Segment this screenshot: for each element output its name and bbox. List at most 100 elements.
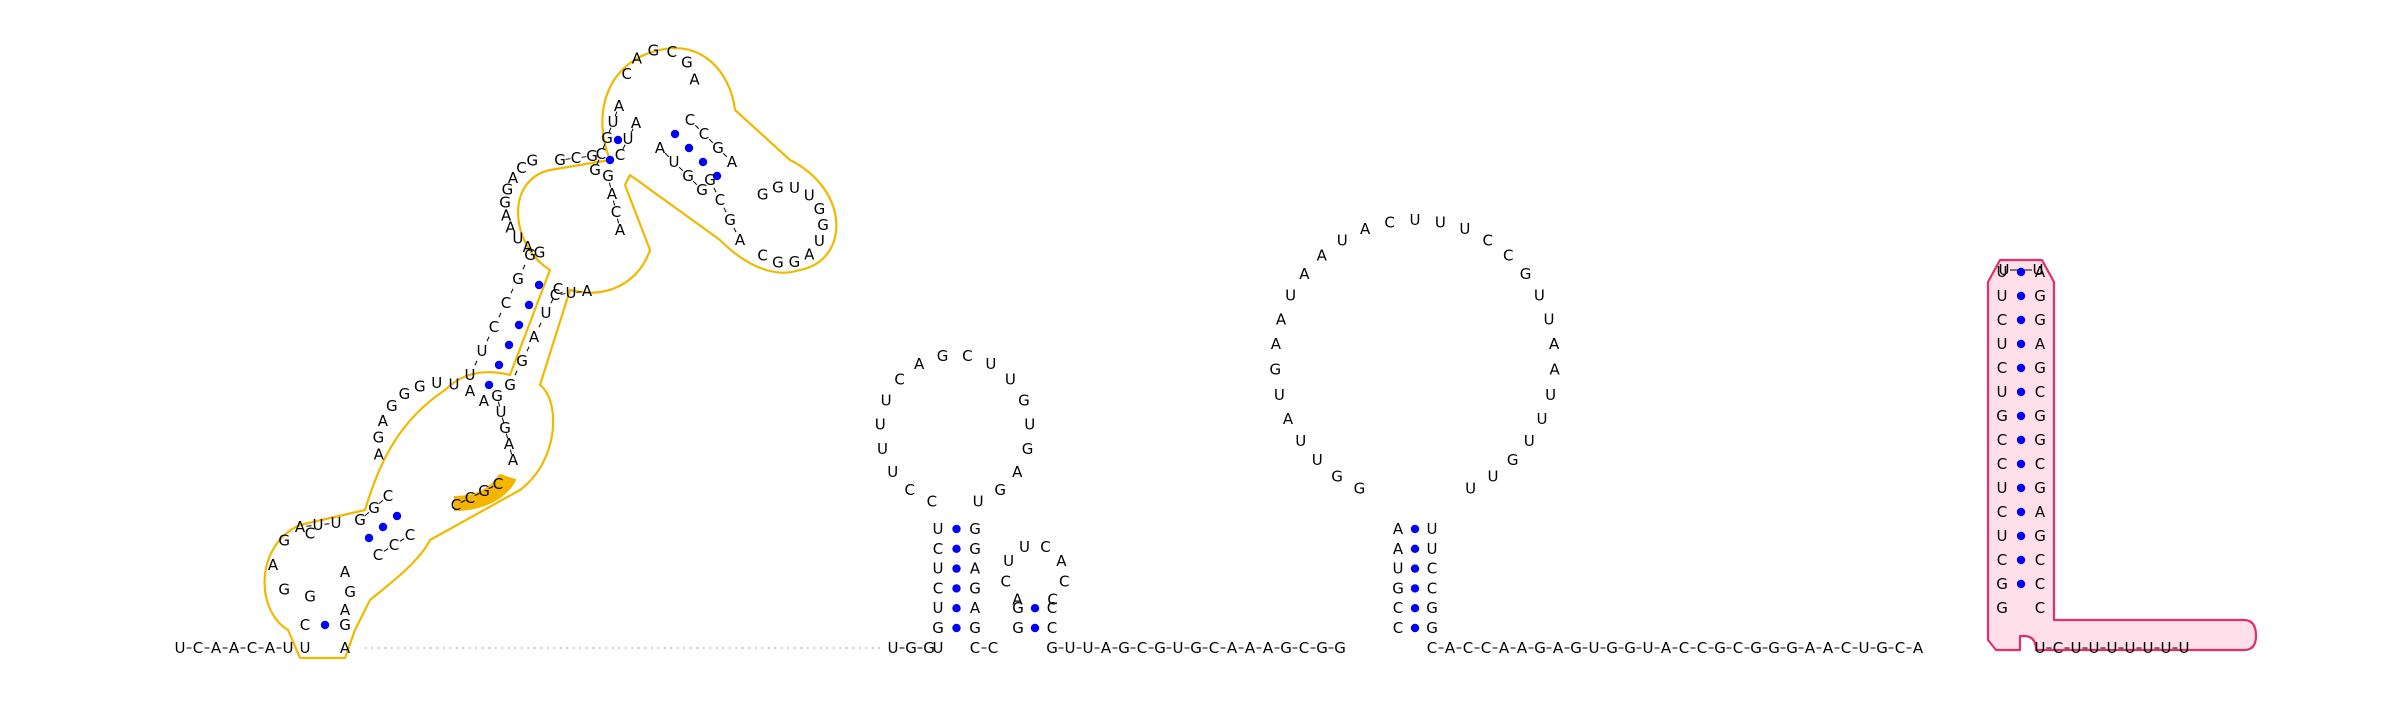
backbone-link [486,336,490,342]
mid-small-loop: C [1047,590,1057,608]
left-big-mid-loop: G [386,397,398,415]
base-pair-dot [952,604,961,613]
backbone-link [723,207,727,213]
mid-left-stem-left: U [933,599,944,617]
right-long-stem-right: G [2034,287,2046,305]
base-pair-dot [1410,623,1420,633]
left-big-right-arm: G [704,171,716,189]
backbone-link [526,346,530,352]
tail-nucleotide: U [2161,639,2172,657]
left-big-long-stem-right: U [541,304,552,322]
right-long-loop: U [1999,261,2010,279]
base-pair-dot [952,623,961,633]
left-big-mid-loop: A [504,435,515,453]
mid-small-loop: C [1040,538,1050,556]
base-pair-dot [364,533,374,543]
mid-left-stem-left: C [933,540,943,558]
base-pair-dot [1410,564,1420,573]
linker-nucleotide: C [1679,639,1689,657]
mid-left-loop: U [1024,415,1035,433]
linker-nucleotide: G [1606,639,1618,657]
left-big-upper-loop: G [534,244,546,262]
mid-left-loop: A [914,355,925,373]
left-big-mid-loop: U [496,403,507,421]
mid-left-stem-left: C [933,579,943,597]
linker-nucleotide: C [970,639,980,657]
left-big-right-loop: G [789,253,801,271]
mid-right-loop: U [1465,479,1476,497]
left-big-stem: C [389,536,399,554]
linker-nucleotide: A [1101,639,1112,657]
base-pair-dot [952,564,961,573]
mid-right-loop: U [1459,220,1470,238]
right-long-stem-left: U [1997,479,2008,497]
left-big-long-stem-left: C [489,318,499,336]
nucleotide: U [300,639,311,657]
mid-right-stem-left: C [1393,599,1403,617]
linker-nucleotide: G [1786,639,1798,657]
left-big-right-arm: A [735,231,746,249]
left-big-mid-loop: G [399,385,411,403]
left-big-right-loop: G [814,200,826,218]
linker-nucleotide: A [1445,639,1456,657]
mid-right-stem-right: G [1426,599,1438,617]
right-long-stem-left: G [1996,575,2008,593]
left-big-stem: C [405,526,415,544]
orange-highlight-run [454,473,517,512]
backbone-link [630,128,634,134]
backbone-link [612,200,616,206]
mid-small-loop: A [1056,552,1067,570]
backbone-link [694,124,700,130]
linker-nucleotide: G [1316,639,1328,657]
backbone-link [602,143,606,149]
mid-right-loop: C [1384,213,1394,231]
right-long-stem-right: G [2034,311,2046,329]
right-long-stem-left: U [1997,335,2008,353]
base-pair-dot [1030,623,1040,633]
base-pair-dot [2016,267,2026,277]
backbone-link [608,127,612,133]
mid-left-loop: C [927,492,937,510]
left-big-highlight-run: C [493,475,503,493]
linker-nucleotide: C [1427,639,1437,657]
mid-right-loop: C [1503,247,1513,265]
mid-right-loop: A [1550,361,1561,379]
backbone-link [616,218,620,224]
mid-right-loop: G [1331,467,1343,485]
backbone-link [501,417,505,423]
mid-left-loop: U [881,391,892,409]
left-big-stem: U [313,516,324,534]
linker-nucleotide: G [923,639,935,657]
right-long-stem-left: C [1997,551,2007,569]
linker-nucleotide: A [1805,639,1816,657]
mid-left-loop: U [973,492,984,510]
base-pair-dot [2016,435,2026,445]
mid-left-loop: A [1012,463,1023,481]
base-pair-dot [684,143,694,153]
right-long-stem-left: C [1997,311,2007,329]
right-long-stem-right: A [2035,503,2046,521]
mid-left-loop: C [962,347,972,365]
base-pair-dot [2016,579,2026,589]
leader-nucleotide: U [175,639,186,657]
mid-right-loop: U [1410,211,1421,229]
linker-nucleotide: A [1553,639,1564,657]
right-long-stem-right: G [2034,359,2046,377]
mid-small-loop: C [1059,573,1069,591]
base-pair-dot [605,155,615,165]
nucleotide: A [340,639,351,657]
left-big-highlight-run: C [465,489,475,507]
linker-nucleotide: C [1697,639,1707,657]
backbone-link [622,144,626,150]
mid-right-stem-right: U [1427,520,1438,538]
base-pair-dot [1410,584,1420,593]
right-long-stem-left: G [1996,407,2008,425]
backbone-link [522,264,526,270]
left-big-mid-loop: G [373,428,385,446]
base-pair-dot [1410,544,1420,553]
left-big-right-arm-left: G [682,167,694,185]
mid-right-loop: A [1299,265,1310,283]
base-pair-dot [1410,604,1420,613]
linker-nucleotide: G [1280,639,1292,657]
right-long-stem-right: C [2035,455,2045,473]
